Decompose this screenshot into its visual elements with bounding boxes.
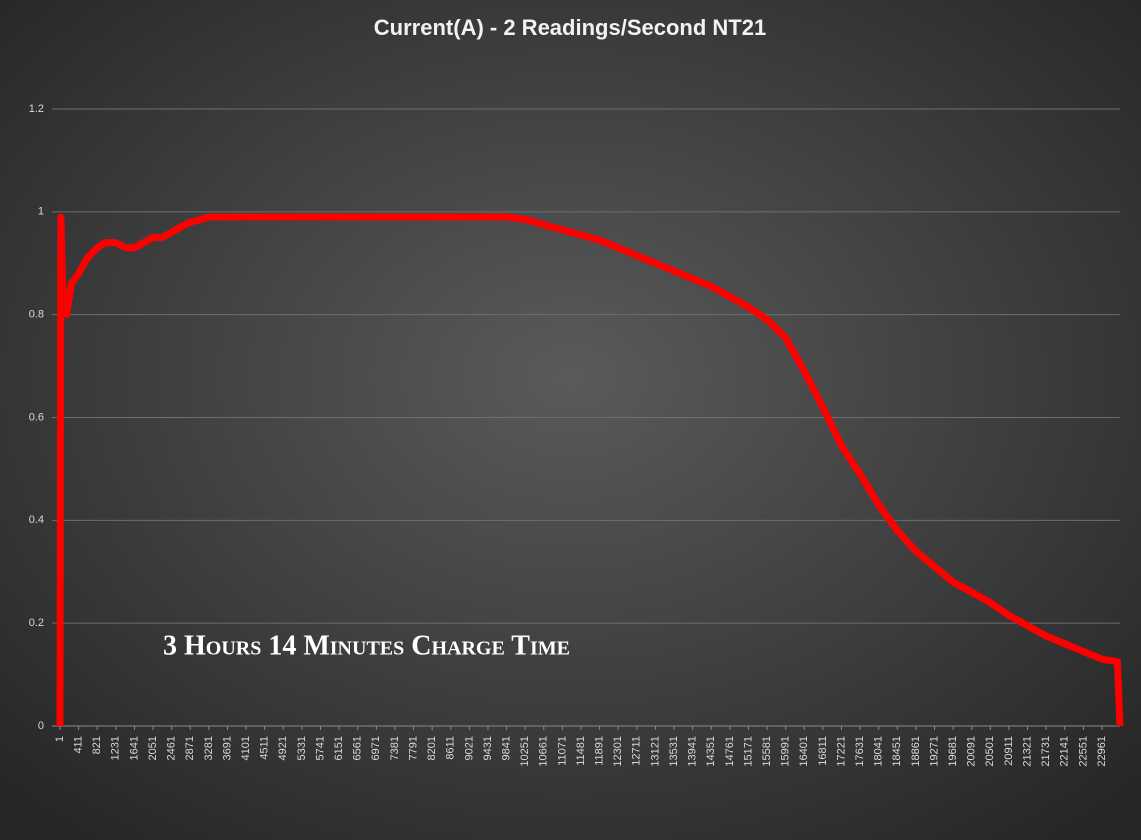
data-line bbox=[56, 213, 1124, 727]
x-tick-label: 4921 bbox=[277, 736, 289, 760]
x-tick-label: 21321 bbox=[1021, 736, 1033, 767]
x-tick-label: 2461 bbox=[166, 736, 178, 760]
x-tick-label: 3281 bbox=[203, 736, 215, 760]
x-tick-label: 10661 bbox=[538, 736, 550, 767]
x-tick-label: 4511 bbox=[259, 736, 271, 760]
x-tick-label: 13941 bbox=[687, 736, 699, 767]
x-tick-label: 2871 bbox=[184, 736, 196, 760]
plot-area: 0 0.2 0.4 0.6 0.8 1 1.2 1 411 821 1231 1641 2051 2461… bbox=[29, 103, 1124, 767]
x-tick-label: 22961 bbox=[1096, 736, 1108, 767]
x-tick-label: 4101 bbox=[240, 736, 252, 760]
x-tick-label: 16811 bbox=[817, 736, 829, 766]
x-tick-label: 15991 bbox=[780, 736, 792, 767]
x-tick-label: 2051 bbox=[147, 736, 159, 760]
x-tick-label: 10251 bbox=[519, 736, 531, 767]
x-tick-label: 17631 bbox=[854, 736, 866, 767]
x-tick-label: 5741 bbox=[314, 736, 326, 760]
y-tick-label: 0.8 bbox=[29, 309, 44, 321]
x-tick-label: 9021 bbox=[463, 736, 475, 760]
y-tick-label: 0.2 bbox=[29, 617, 44, 629]
x-tick-label: 11071 bbox=[556, 736, 568, 766]
x-tick-label: 9841 bbox=[500, 736, 512, 760]
x-tick-label: 411 bbox=[73, 736, 85, 754]
x-tick-label: 18451 bbox=[891, 736, 903, 767]
x-tick-label: 19271 bbox=[928, 736, 940, 767]
x-tick-label: 21731 bbox=[1040, 736, 1052, 767]
x-tick-label: 11891 bbox=[594, 736, 606, 766]
x-tick-label: 3691 bbox=[221, 736, 233, 760]
x-tick-label: 5331 bbox=[296, 736, 308, 760]
x-tick-label: 22551 bbox=[1077, 736, 1089, 767]
y-tick-label: 0.6 bbox=[29, 411, 44, 423]
x-tick-label: 6151 bbox=[333, 736, 345, 760]
x-tick-label: 15171 bbox=[742, 736, 754, 767]
x-tick-label: 14351 bbox=[705, 736, 717, 767]
x-tick-label: 18861 bbox=[910, 736, 922, 767]
x-tick-label: 8611 bbox=[445, 736, 457, 760]
x-tick-label: 13121 bbox=[649, 736, 661, 767]
x-tick-label: 22141 bbox=[1059, 736, 1071, 767]
x-tick-label: 12711 bbox=[631, 736, 643, 766]
x-tick-label: 12301 bbox=[612, 736, 624, 767]
x-tick-label: 18041 bbox=[873, 736, 885, 767]
x-tick-label: 13531 bbox=[668, 736, 680, 767]
x-tick-label: 15581 bbox=[761, 736, 773, 767]
x-tick-label: 20091 bbox=[966, 736, 978, 767]
x-tick-label: 6971 bbox=[370, 736, 382, 760]
x-tick-label: 1 bbox=[54, 736, 66, 742]
x-tick-label: 8201 bbox=[426, 736, 438, 760]
y-tick-label: 0.4 bbox=[29, 514, 44, 526]
x-tick-label: 20501 bbox=[984, 736, 996, 767]
x-tick-label: 6561 bbox=[352, 736, 364, 760]
x-tick-label: 7791 bbox=[407, 736, 419, 760]
x-tick-label: 17221 bbox=[835, 736, 847, 767]
x-tick-label: 19681 bbox=[947, 736, 959, 767]
y-tick-label: 1.2 bbox=[29, 103, 44, 115]
x-tick-label: 16401 bbox=[798, 736, 810, 767]
x-tick-label: 9431 bbox=[482, 736, 494, 760]
x-tick-label: 20911 bbox=[1003, 736, 1015, 766]
x-tick-label: 7381 bbox=[389, 736, 401, 760]
x-tick-label: 821 bbox=[91, 736, 103, 754]
chart-title: Current(A) - 2 Readings/Second NT21 bbox=[374, 15, 766, 40]
x-tick-label: 1231 bbox=[110, 736, 122, 760]
x-tick-label: 11481 bbox=[575, 736, 587, 766]
annotation: 3 Hours 14 Minutes Charge Time bbox=[163, 630, 570, 661]
y-tick-label: 1 bbox=[38, 206, 44, 218]
x-tick-label: 14761 bbox=[724, 736, 736, 767]
y-tick-label: 0 bbox=[38, 720, 44, 732]
x-tick-label: 1641 bbox=[128, 736, 140, 760]
